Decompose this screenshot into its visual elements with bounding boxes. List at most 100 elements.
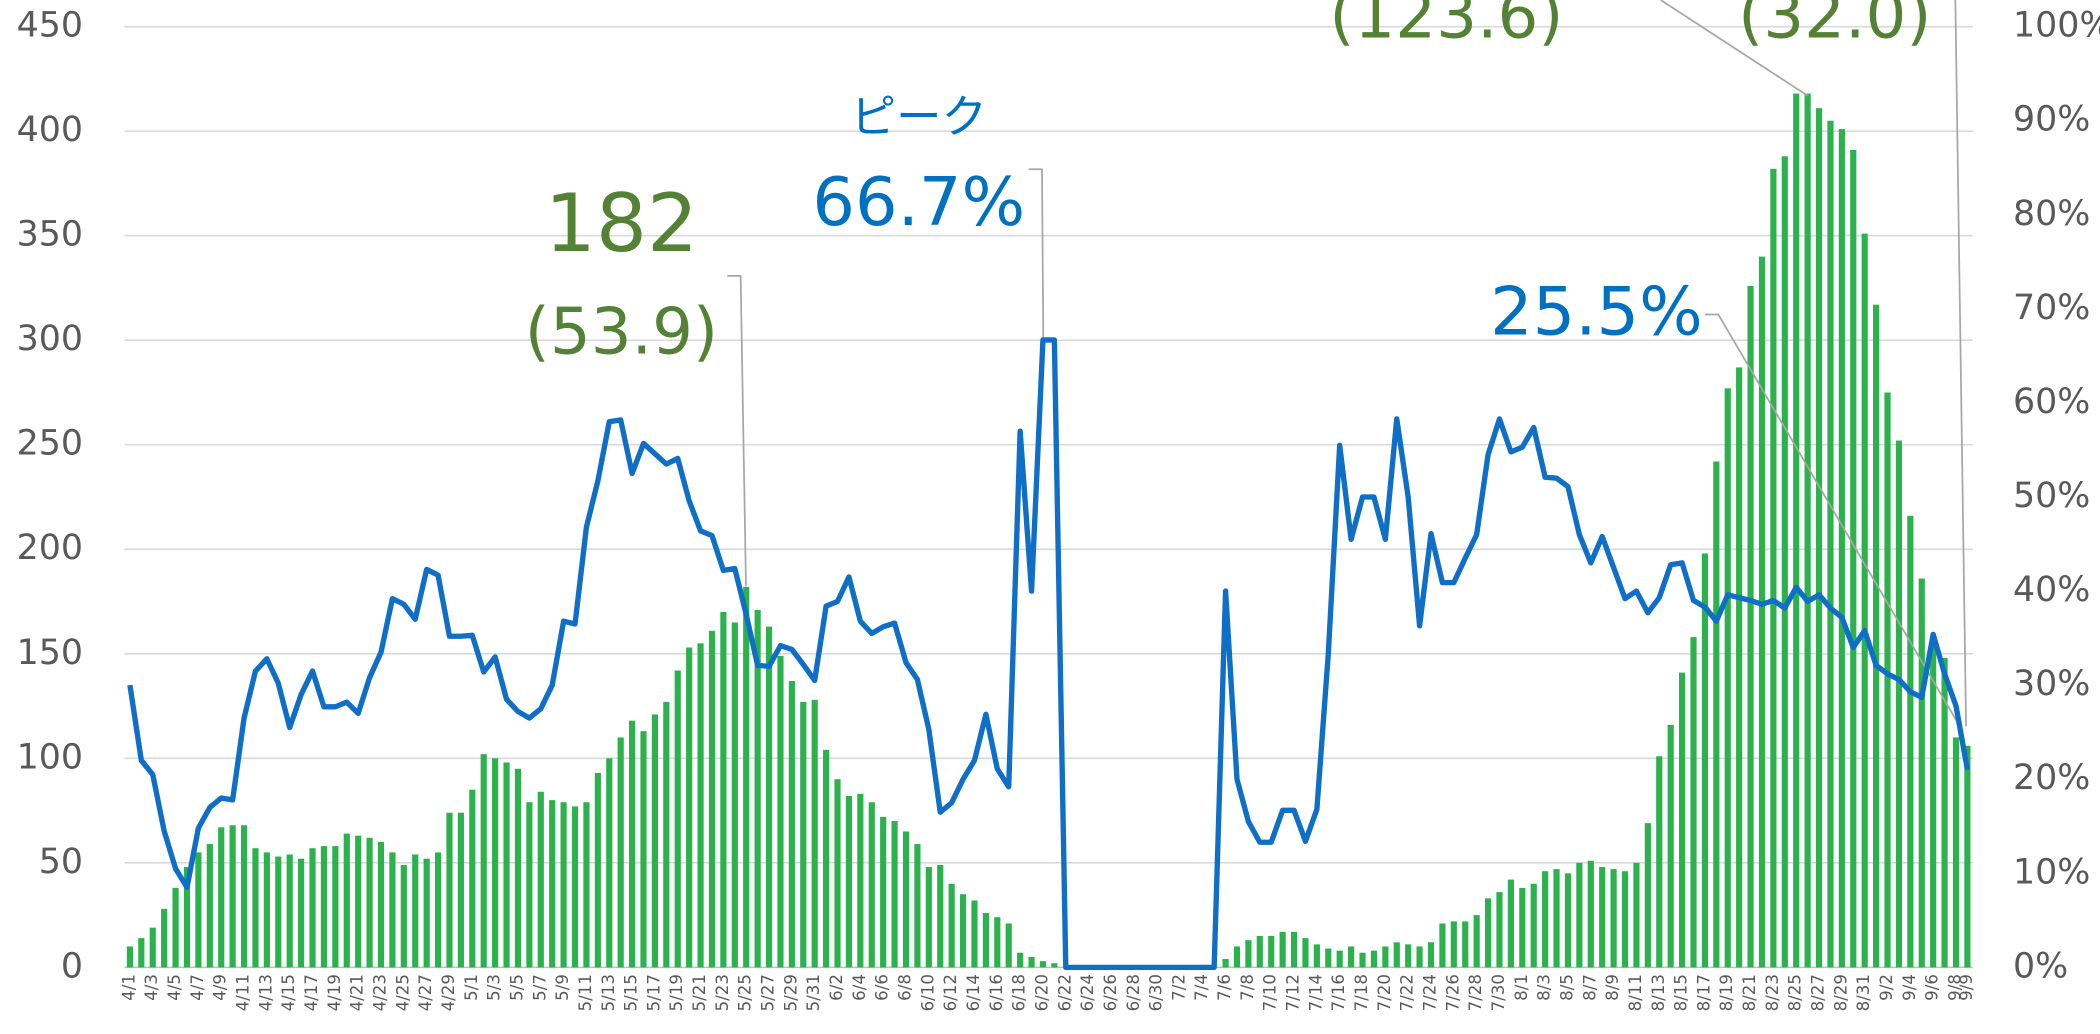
bar (161, 908, 168, 968)
bar (697, 643, 704, 968)
bar (377, 841, 385, 968)
bar (1553, 869, 1560, 968)
bar (1884, 392, 1891, 968)
bar (925, 867, 932, 968)
bar (1462, 921, 1469, 968)
bar (1473, 915, 1480, 968)
bar (526, 802, 533, 968)
x-tick-label: 8/31 (1854, 974, 1873, 1011)
bar (1005, 923, 1012, 968)
x-tick-label: 6/6 (873, 974, 892, 1001)
bar (1268, 936, 1275, 968)
y-tick-label: 300 (17, 319, 83, 359)
x-tick-label: 7/14 (1306, 974, 1325, 1011)
bar (1313, 944, 1320, 968)
bar (708, 630, 716, 968)
annotation: ピーク (850, 90, 987, 143)
annotation: (53.9) (525, 294, 718, 369)
bar (218, 827, 225, 968)
bar (1690, 637, 1697, 968)
x-tick-label: 6/16 (987, 974, 1006, 1011)
y-tick-label: 150 (17, 633, 83, 673)
x-tick-label: 4/5 (165, 974, 184, 1001)
bar (1051, 963, 1058, 968)
bar (1724, 388, 1731, 968)
x-tick-label: 4/11 (234, 974, 253, 1011)
bar (1348, 946, 1355, 968)
bar (480, 754, 487, 968)
x-tick-label: 4/13 (256, 974, 275, 1011)
bar (606, 758, 613, 968)
bar (126, 946, 133, 968)
bar (1290, 931, 1298, 968)
x-tick-label: 5/17 (644, 974, 663, 1011)
x-tick-label: 5/11 (576, 974, 595, 1011)
bar (492, 758, 499, 968)
bar (880, 816, 887, 968)
x-tick-label: 5/23 (713, 974, 732, 1011)
bar (1279, 931, 1286, 968)
bar (1416, 946, 1423, 968)
x-tick-label: 8/11 (1626, 974, 1645, 1011)
bar (1656, 756, 1663, 968)
bar (320, 846, 328, 968)
bar (286, 854, 293, 968)
x-tick-label: 5/1 (462, 974, 481, 1001)
bar (1873, 304, 1880, 968)
x-tick-label: 7/30 (1489, 974, 1508, 1011)
bar (423, 858, 430, 968)
bar (1039, 961, 1047, 968)
x-tick-label: 5/31 (804, 974, 823, 1011)
x-tick-label: 8/19 (1717, 974, 1736, 1011)
y2-tick-label: 60% (2013, 382, 2090, 422)
bar (1850, 149, 1857, 968)
bar (1815, 108, 1823, 968)
x-tick-label: 6/22 (1055, 974, 1074, 1011)
bar (959, 894, 967, 968)
bar (549, 800, 556, 968)
bar (948, 883, 955, 968)
x-tick-label: 5/5 (507, 974, 526, 1001)
bar (1747, 285, 1754, 968)
bar (982, 913, 989, 968)
bar (1770, 168, 1777, 968)
bar (663, 701, 670, 968)
bar (1952, 737, 1960, 968)
bar (332, 846, 339, 968)
bar (298, 858, 305, 968)
bar (1701, 553, 1708, 968)
bar (1302, 938, 1309, 968)
bar (731, 622, 738, 968)
bar (1804, 93, 1811, 968)
bar (868, 802, 875, 968)
y2-tick-label: 100% (2013, 6, 2100, 46)
bar (994, 917, 1001, 968)
bar (1633, 862, 1640, 968)
x-tick-label: 7/12 (1284, 974, 1303, 1011)
bar (1587, 860, 1594, 968)
leader-line (1028, 168, 1045, 340)
x-tick-label: 6/4 (850, 974, 869, 1001)
bar (594, 772, 601, 968)
bar (457, 812, 464, 968)
x-tick-label: 7/2 (1169, 974, 1188, 1001)
line (127, 337, 1971, 971)
bar (1679, 672, 1686, 968)
bar (1941, 657, 1948, 968)
x-tick-label: 8/25 (1786, 974, 1805, 1011)
bar (640, 731, 647, 968)
x-tick-label: 8/15 (1672, 974, 1691, 1011)
bar (1964, 745, 1971, 968)
bar (252, 848, 259, 968)
bar (971, 900, 978, 968)
annotation: (32.0) (1738, 0, 1931, 53)
bar (583, 802, 590, 968)
x-tick-label: 5/21 (690, 974, 709, 1011)
bar (1519, 887, 1526, 968)
bar (617, 737, 624, 968)
bar (1930, 637, 1937, 968)
x-tick-label: 8/9 (1603, 974, 1622, 1001)
x-tick-label: 7/24 (1420, 974, 1439, 1011)
x-tick-label: 6/30 (1147, 974, 1166, 1011)
